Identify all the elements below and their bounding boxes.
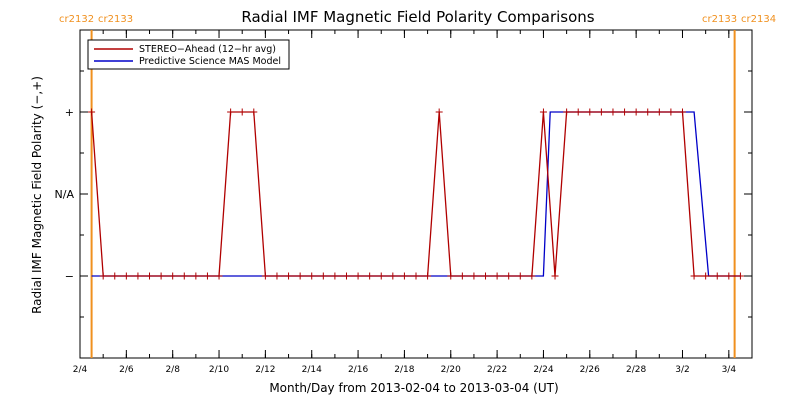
legend: STEREO−Ahead (12−hr avg) Predictive Scie… <box>87 39 290 70</box>
data-point <box>702 272 710 280</box>
rotation-markers <box>90 30 736 358</box>
data-point <box>377 272 385 280</box>
x-tick-label: 2/24 <box>533 365 553 375</box>
data-point <box>88 108 96 116</box>
data-point <box>470 272 478 280</box>
data-point <box>122 272 130 280</box>
data-point <box>389 272 397 280</box>
rotation-label-cr2132: cr2132 <box>59 14 94 25</box>
data-point <box>215 272 223 280</box>
data-point <box>447 272 455 280</box>
series-line-0 <box>90 111 741 277</box>
data-point <box>169 272 177 280</box>
data-point <box>146 272 154 280</box>
x-tick-label: 2/18 <box>394 365 414 375</box>
data-point <box>342 272 350 280</box>
plot-area <box>79 29 753 359</box>
series-line-1 <box>91 111 741 277</box>
x-tick-label: 2/16 <box>348 365 368 375</box>
data-point <box>736 272 744 280</box>
x-tick-label: 2/28 <box>626 365 646 375</box>
x-tick-label: 2/6 <box>119 365 134 375</box>
data-point <box>157 272 165 280</box>
data-point <box>725 272 733 280</box>
x-tick-label: 3/4 <box>722 365 737 375</box>
chart-title: Radial IMF Magnetic Field Polarity Compa… <box>241 8 594 26</box>
x-tick-label: 2/26 <box>580 365 600 375</box>
x-tick-label: 3/2 <box>675 365 689 375</box>
data-point <box>400 272 408 280</box>
data-point <box>563 108 571 116</box>
data-point <box>227 108 235 116</box>
data-point <box>528 272 536 280</box>
data-point <box>134 272 142 280</box>
data-point <box>667 108 675 116</box>
x-tick-label: 2/14 <box>302 365 322 375</box>
data-point <box>597 108 605 116</box>
data-point <box>551 272 559 280</box>
data-point <box>678 108 686 116</box>
y-tick-label: − <box>65 270 74 283</box>
rotation-label-cr2133-start: cr2133 <box>98 14 133 25</box>
data-point <box>273 272 281 280</box>
y-tick-label: + <box>65 106 74 119</box>
x-tick-label: 2/12 <box>255 365 275 375</box>
data-point <box>331 272 339 280</box>
data-point <box>493 272 501 280</box>
x-tick-label: 2/22 <box>487 365 507 375</box>
x-axis-label: Month/Day from 2013-02-04 to 2013-03-04 … <box>269 381 558 395</box>
data-point <box>192 272 200 280</box>
data-point <box>505 272 513 280</box>
data-point <box>644 108 652 116</box>
y-axis-label: Radial IMF Magnetic Field Polarity (−,+) <box>30 76 44 314</box>
data-point <box>238 108 246 116</box>
rotation-label-cr2134: cr2134 <box>741 14 776 25</box>
data-point <box>111 272 119 280</box>
data-point <box>319 272 327 280</box>
data-point <box>250 108 258 116</box>
series-layer <box>88 108 744 280</box>
x-tick-label: 2/10 <box>209 365 229 375</box>
data-point <box>690 272 698 280</box>
data-point <box>713 272 721 280</box>
data-point <box>203 272 211 280</box>
legend-box <box>87 39 290 70</box>
rotation-label-cr2133-end: cr2133 <box>702 14 737 25</box>
data-point <box>99 272 107 280</box>
legend-label-stereo: STEREO−Ahead (12−hr avg) <box>139 44 276 55</box>
data-point <box>632 108 640 116</box>
data-point <box>621 108 629 116</box>
data-point <box>308 272 316 280</box>
x-axis: 2/4 2/6 2/8 2/10 2/12 2/14 2/16 2/18 2/20 2/22 2/2… <box>73 30 753 375</box>
y-tick-label: N/A <box>55 188 75 201</box>
data-point <box>539 108 547 116</box>
x-tick-label: 2/4 <box>73 365 88 375</box>
data-point <box>574 108 582 116</box>
data-point <box>366 272 374 280</box>
data-point <box>354 272 362 280</box>
x-tick-label: 2/8 <box>165 365 180 375</box>
data-point <box>424 272 432 280</box>
data-point <box>586 108 594 116</box>
data-point <box>180 272 188 280</box>
legend-label-mas: Predictive Science MAS Model <box>139 56 281 67</box>
data-point <box>296 272 304 280</box>
data-point <box>285 272 293 280</box>
y-axis: + N/A − <box>55 29 752 359</box>
data-point <box>261 272 269 280</box>
data-point <box>458 272 466 280</box>
data-point <box>482 272 490 280</box>
data-point <box>655 108 663 116</box>
data-point <box>412 272 420 280</box>
data-point <box>435 108 443 116</box>
plot-frame <box>79 29 753 359</box>
data-point <box>516 272 524 280</box>
data-point <box>609 108 617 116</box>
x-tick-label: 2/20 <box>441 365 461 375</box>
